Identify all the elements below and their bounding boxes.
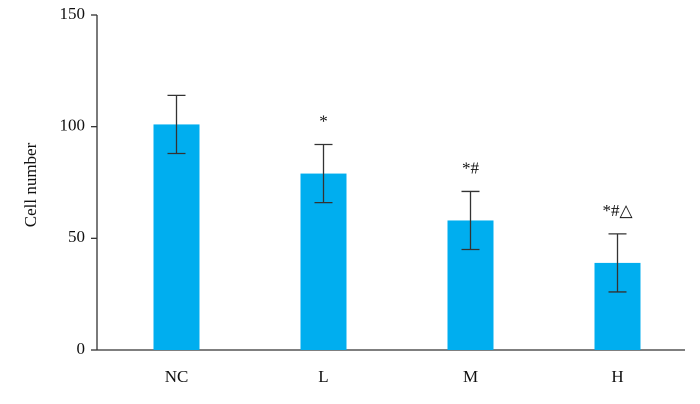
x-tick-label: NC (165, 367, 189, 386)
x-tick-label: H (611, 367, 623, 386)
x-tick-label: L (318, 367, 328, 386)
y-tick-label: 0 (77, 339, 86, 358)
annotation: *# (462, 158, 480, 177)
y-axis-label: Cell number (21, 142, 40, 227)
y-tick-label: 150 (60, 4, 86, 23)
y-tick-label: 100 (60, 116, 86, 135)
annotation: * (319, 111, 328, 130)
annotation: *#△ (602, 201, 633, 220)
y-tick-label: 50 (68, 227, 85, 246)
x-tick-label: M (463, 367, 478, 386)
bar (153, 124, 200, 350)
